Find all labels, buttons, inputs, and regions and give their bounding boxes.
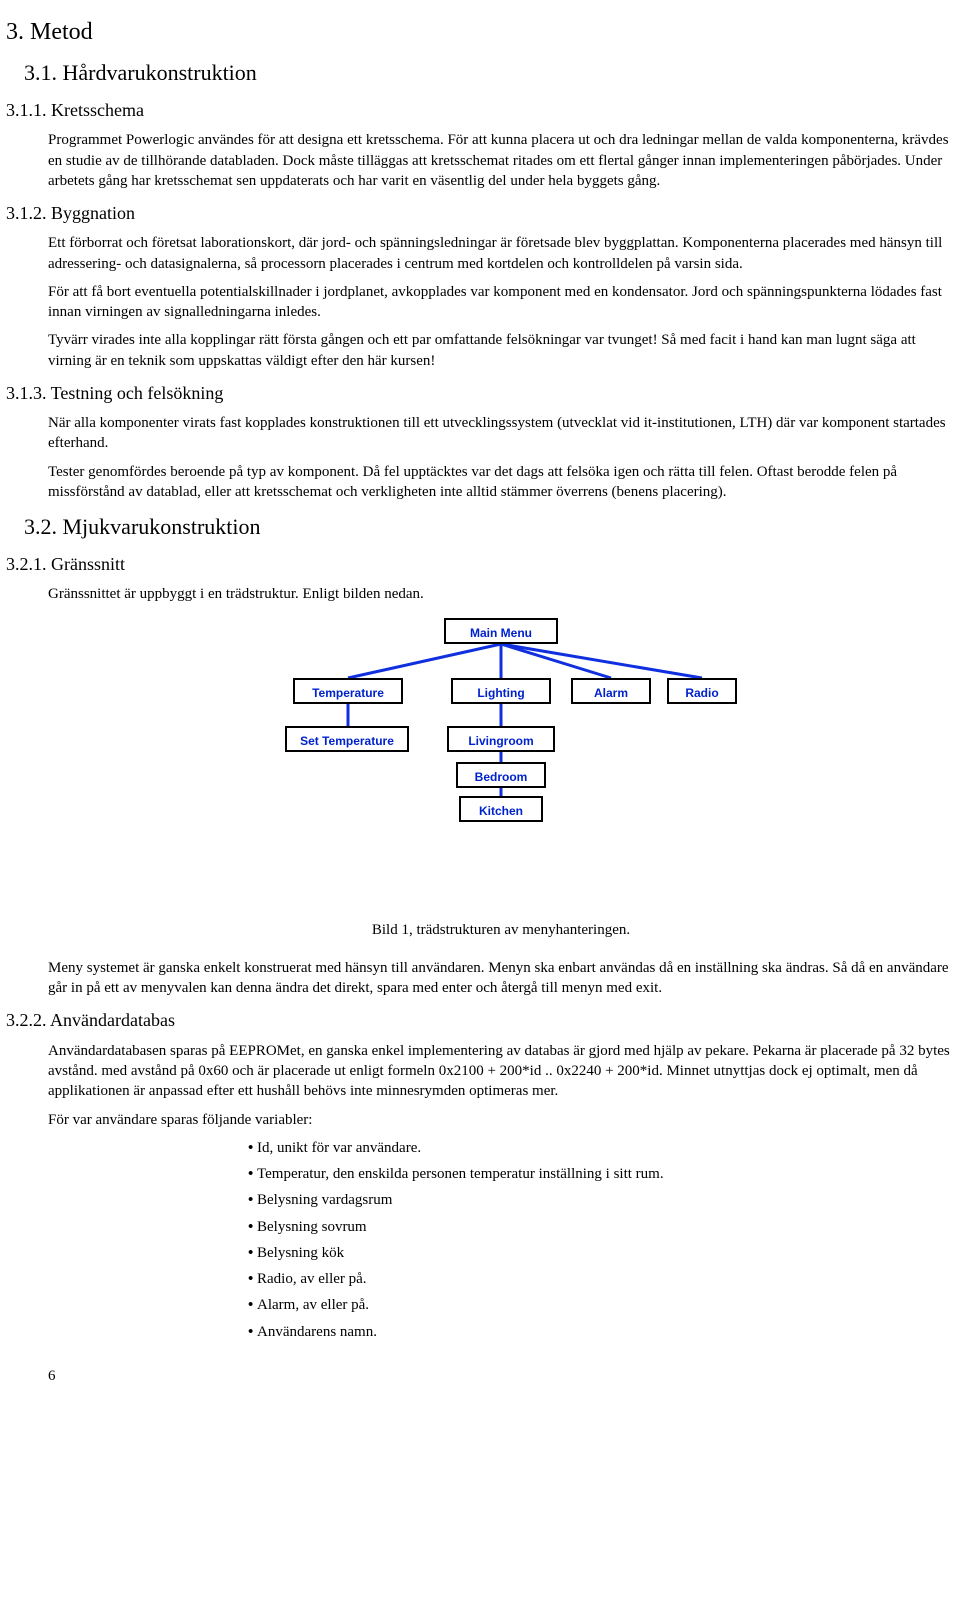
heading-granssnitt: 3.2.1. Gränssnitt [6, 552, 954, 576]
tree-node-settemp: Set Temperature [285, 726, 409, 752]
tree-node-alarm: Alarm [571, 678, 651, 704]
para-grans-1: Gränssnittet är uppbyggt i en trädstrukt… [48, 584, 954, 604]
para-test-1: När alla komponenter virats fast kopplad… [48, 413, 954, 454]
list-item: Belysning kök [248, 1243, 954, 1263]
para-bygg-1: Ett förborrat och företsat laborationsko… [48, 233, 954, 274]
heading-metod: 3. Metod [6, 16, 954, 48]
menu-tree-diagram: Main Menu Temperature Lighting Alarm Radio Se… [261, 618, 741, 823]
list-item: Alarm, av eller på. [248, 1295, 954, 1315]
heading-hardvaru: 3.1. Hårdvarukonstruktion [24, 58, 954, 88]
heading-userdb: 3.2.2. Användardatabas [6, 1008, 954, 1032]
heading-kretsschema: 3.1.1. Kretsschema [6, 98, 954, 122]
para-meny: Meny systemet är ganska enkelt konstruer… [48, 958, 954, 999]
user-variables-list: Id, unikt för var användare. Temperatur, … [248, 1138, 954, 1342]
tree-node-living: Livingroom [447, 726, 555, 752]
heading-byggnation: 3.1.2. Byggnation [6, 201, 954, 225]
para-bygg-3: Tyvärr virades inte alla kopplingar rätt… [48, 330, 954, 371]
list-item: Radio, av eller på. [248, 1269, 954, 1289]
tree-node-light: Lighting [451, 678, 551, 704]
para-bygg-2: För att få bort eventuella potentialskil… [48, 282, 954, 323]
tree-node-radio: Radio [667, 678, 737, 704]
tree-node-kitchen: Kitchen [459, 796, 543, 822]
list-item: Id, unikt för var användare. [248, 1138, 954, 1158]
list-item: Temperatur, den enskilda personen temper… [248, 1164, 954, 1184]
figure-caption: Bild 1, trädstrukturen av menyhanteringe… [48, 920, 954, 940]
para-db-2: För var användare sparas följande variab… [48, 1110, 954, 1130]
page-number: 6 [48, 1366, 954, 1386]
para-krets-1: Programmet Powerlogic användes för att d… [48, 130, 954, 191]
tree-node-bedroom: Bedroom [456, 762, 546, 788]
tree-node-temp: Temperature [293, 678, 403, 704]
para-test-2: Tester genomfördes beroende på typ av ko… [48, 462, 954, 503]
list-item: Belysning vardagsrum [248, 1190, 954, 1210]
heading-mjukvaru: 3.2. Mjukvarukonstruktion [24, 512, 954, 542]
list-item: Användarens namn. [248, 1322, 954, 1342]
tree-node-main: Main Menu [444, 618, 558, 644]
para-db-1: Användardatabasen sparas på EEPROMet, en… [48, 1041, 954, 1102]
list-item: Belysning sovrum [248, 1217, 954, 1237]
heading-testning: 3.1.3. Testning och felsökning [6, 381, 954, 405]
